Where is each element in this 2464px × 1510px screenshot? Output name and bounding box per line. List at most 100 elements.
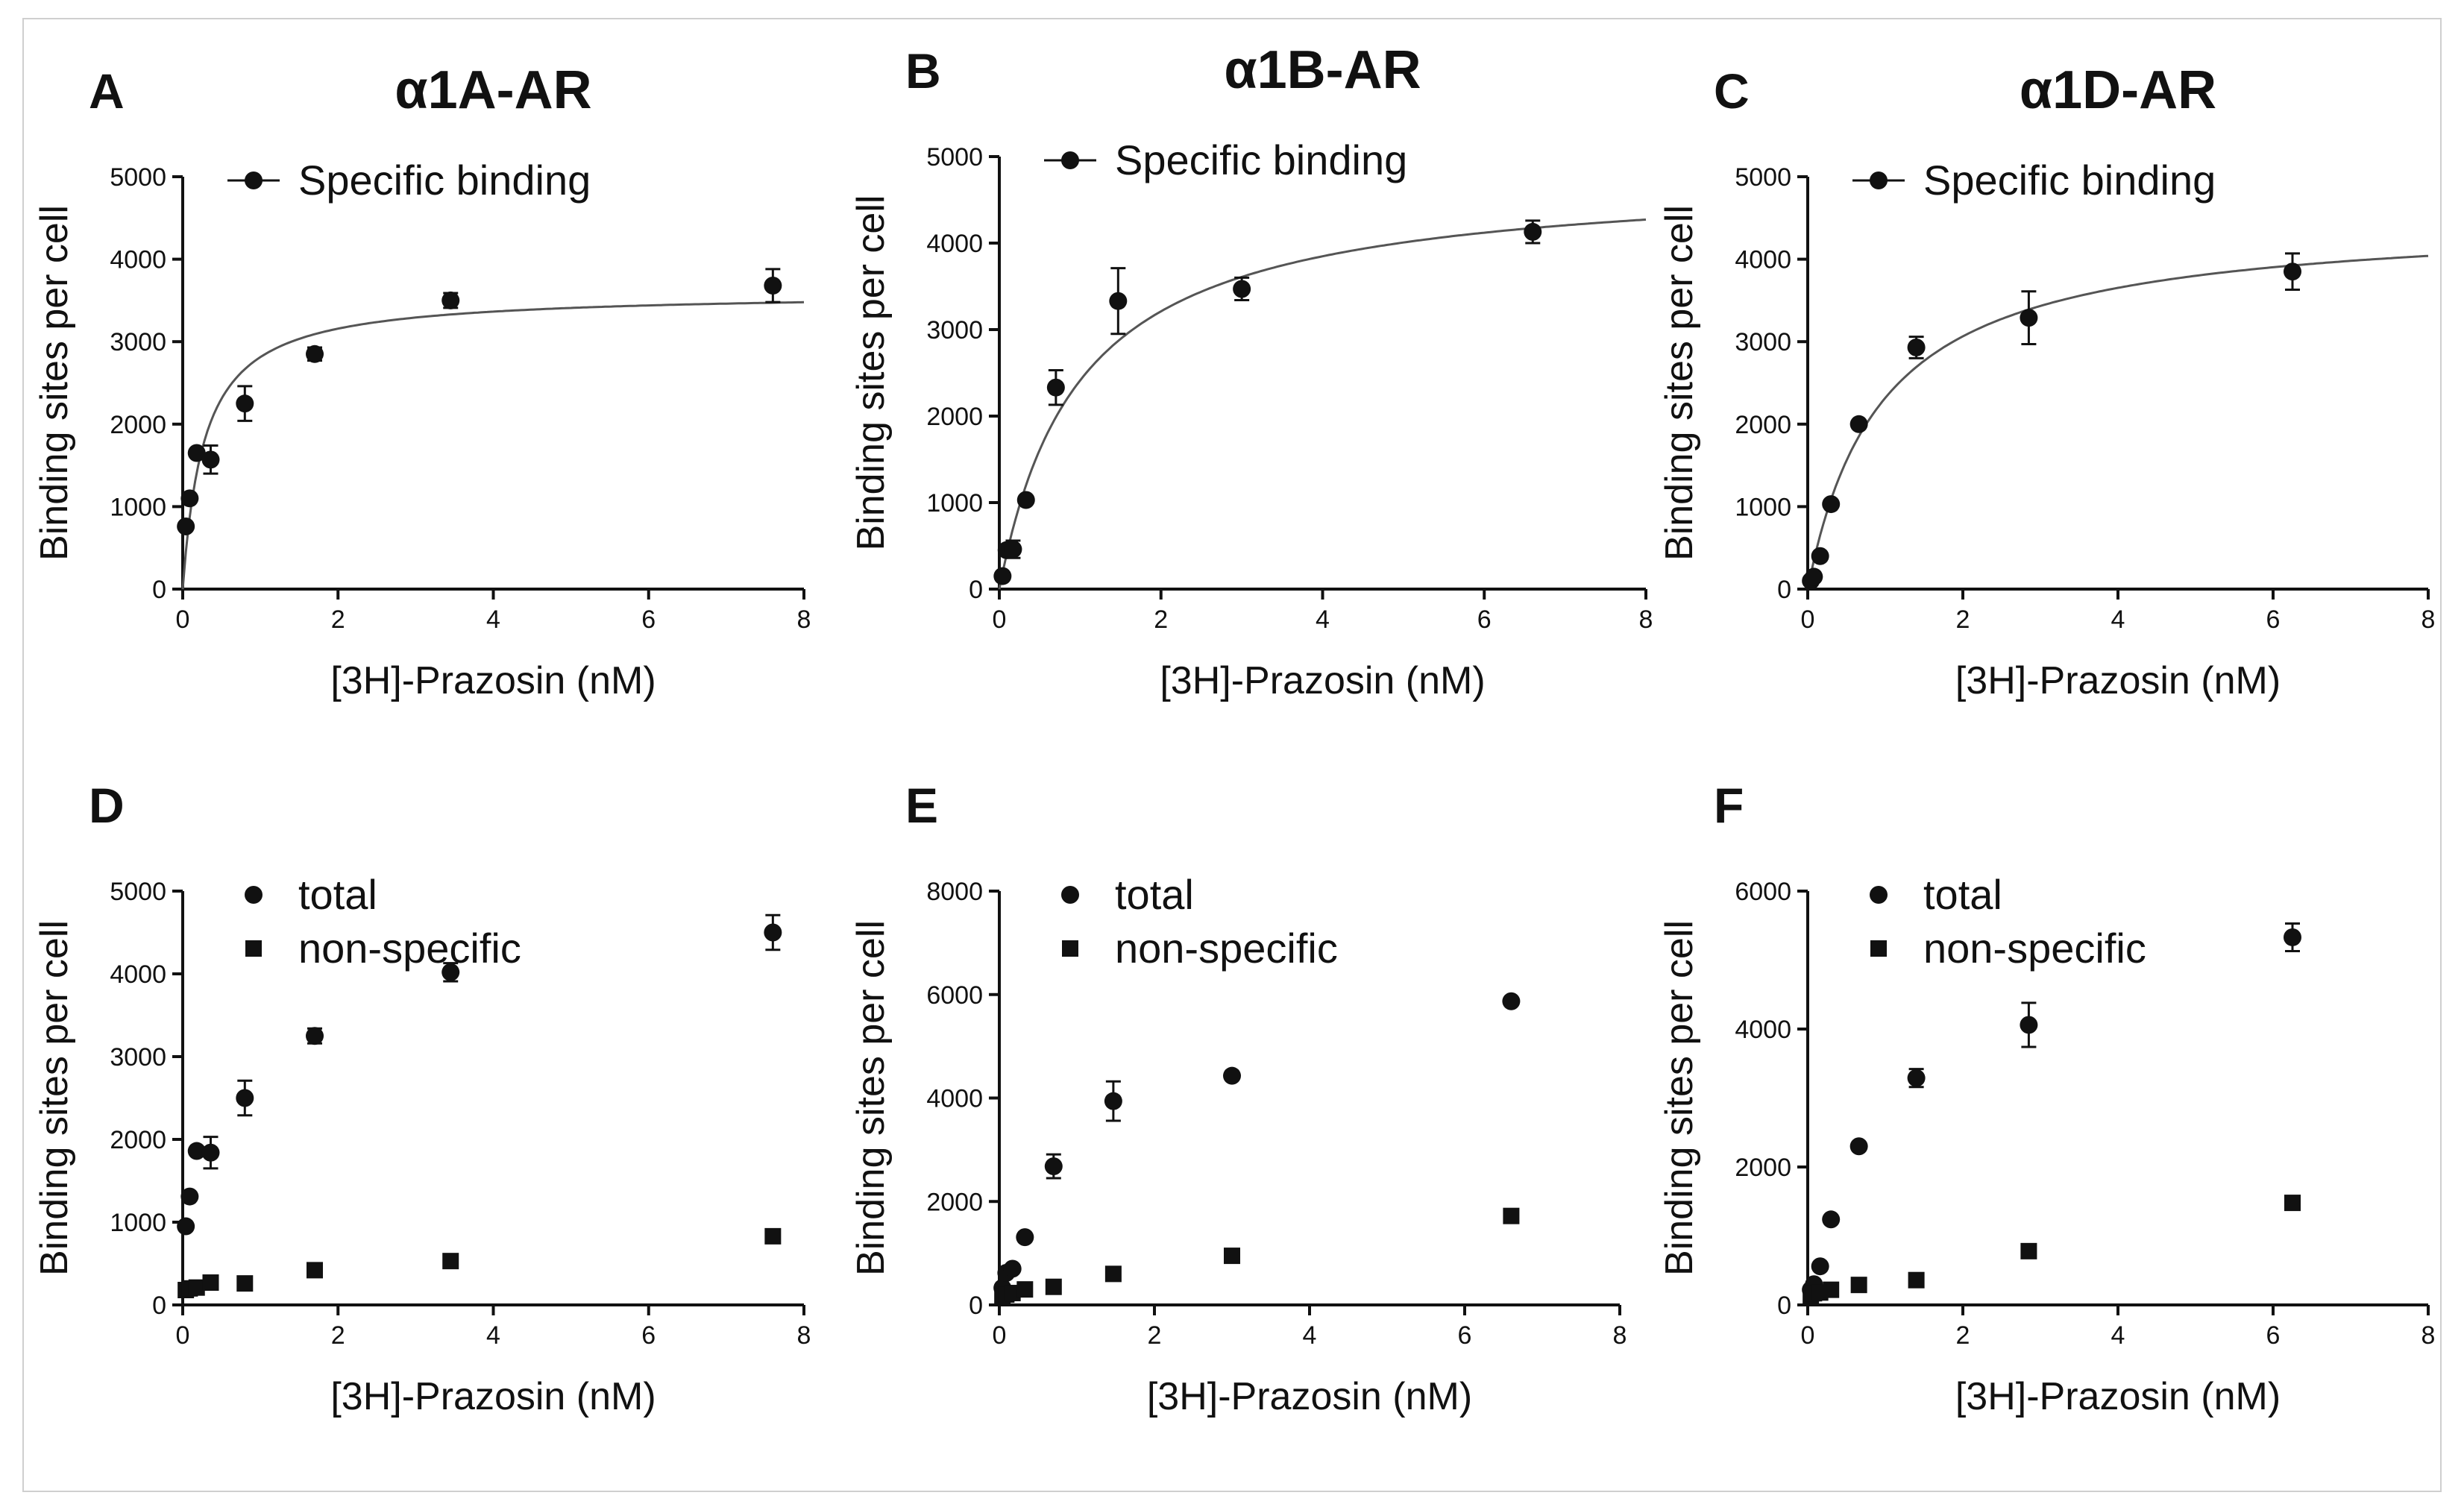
legend-marker [245, 940, 262, 957]
y-tick-label: 0 [1777, 576, 1791, 604]
x-tick-label: 8 [1639, 605, 1653, 634]
legend-entry: non-specific [1870, 925, 2146, 972]
data-point [1104, 1092, 1122, 1110]
panel-letter: F [1714, 778, 1744, 833]
data-point [1016, 1281, 1034, 1298]
y-tick-label: 2000 [926, 403, 983, 431]
data-point [2284, 928, 2301, 946]
data-point [177, 1217, 195, 1236]
legend-marker [245, 886, 263, 904]
x-tick-label: 6 [2266, 1321, 2281, 1350]
panel-letter: D [89, 778, 125, 833]
data-point [236, 1089, 254, 1107]
panel-title: α1B-AR [1224, 40, 1421, 100]
x-tick-label: 2 [1148, 1321, 1162, 1350]
y-axis-label: Binding sites per cell [33, 920, 76, 1276]
x-tick-label: 0 [176, 605, 190, 634]
data-point [441, 291, 460, 309]
data-point [201, 450, 220, 469]
legend-marker [1870, 940, 1887, 957]
data-point [1233, 280, 1251, 298]
y-tick-label: 2000 [110, 411, 166, 439]
x-axis-label: [3H]-Prazosin (nM) [330, 1375, 656, 1418]
data-point [1811, 547, 1829, 565]
series-specific-binding [993, 219, 1542, 585]
data-point [1823, 1281, 1840, 1298]
x-tick-label: 6 [641, 605, 656, 634]
data-point [1104, 1265, 1122, 1283]
series-total [177, 913, 782, 1236]
data-point [1907, 338, 1926, 356]
data-point [1850, 1277, 1867, 1294]
figure-frame [22, 18, 2442, 1492]
legend-marker [1061, 151, 1079, 169]
data-point [1849, 415, 1868, 433]
panel-d: D 0 1000 2000 3000 4000 5000 0 2 4 6 8 [3H]-Prazosin… [33, 778, 811, 1418]
data-point [180, 489, 199, 508]
legend-entry: Specific binding [227, 157, 591, 204]
legend-label: non-specific [1923, 925, 2146, 972]
data-point [201, 1143, 220, 1162]
data-point [188, 1279, 205, 1296]
y-tick-label: 1000 [1735, 493, 1791, 521]
data-point [1045, 1278, 1062, 1295]
y-tick-label: 1000 [110, 1209, 166, 1237]
data-point [1016, 491, 1035, 509]
x-tick-label: 8 [797, 605, 811, 634]
data-point [1811, 1257, 1829, 1276]
y-tick-label: 4000 [926, 1085, 983, 1113]
x-tick-label: 4 [1303, 1321, 1317, 1350]
data-point [2020, 1016, 2038, 1034]
x-axis-label: [3H]-Prazosin (nM) [1147, 1375, 1472, 1418]
legend-marker [1062, 940, 1078, 957]
legend-entry: total [245, 871, 377, 918]
panel-title: α1D-AR [2020, 60, 2216, 120]
x-tick-label: 2 [1956, 605, 1970, 634]
x-tick-label: 0 [1801, 605, 1815, 634]
legend-label: Specific binding [298, 157, 591, 204]
legend-label: total [1115, 871, 1194, 918]
y-axis-label: Binding sites per cell [849, 920, 893, 1276]
y-axis-label: Binding sites per cell [1658, 205, 1701, 561]
legend-label: total [1923, 871, 2002, 918]
y-tick-label: 4000 [110, 960, 166, 989]
y-tick-label: 5000 [110, 878, 166, 906]
x-tick-label: 6 [1458, 1321, 1472, 1350]
legend-marker [245, 172, 263, 189]
x-axis-label: [3H]-Prazosin (nM) [1955, 1375, 2281, 1418]
y-tick-label: 0 [152, 1292, 166, 1320]
data-point [2020, 309, 2038, 327]
data-point [187, 1142, 206, 1160]
data-point [2284, 262, 2301, 281]
series-specific-binding [177, 268, 782, 535]
data-point [180, 1187, 199, 1206]
x-tick-label: 4 [2111, 1321, 2125, 1350]
y-tick-label: 3000 [110, 328, 166, 356]
y-tick-label: 2000 [1735, 411, 1791, 439]
y-axis-label: Binding sites per cell [849, 195, 893, 551]
legend-label: non-specific [298, 925, 521, 972]
y-axis-label: Binding sites per cell [33, 205, 76, 561]
x-tick-label: 2 [1956, 1321, 1970, 1350]
y-axis-label: Binding sites per cell [1658, 920, 1701, 1276]
x-tick-label: 2 [331, 1321, 345, 1350]
data-point [307, 1262, 324, 1279]
data-point [1004, 540, 1022, 559]
y-tick-label: 1000 [926, 489, 983, 518]
x-tick-label: 8 [1613, 1321, 1627, 1350]
data-point [1016, 1228, 1034, 1247]
x-tick-label: 8 [2421, 605, 2436, 634]
x-tick-label: 2 [331, 605, 345, 634]
y-tick-label: 0 [1777, 1292, 1791, 1320]
legend-marker [1061, 886, 1079, 904]
data-point [1046, 378, 1065, 397]
data-point [1224, 1248, 1240, 1265]
data-point [202, 1274, 219, 1292]
y-tick-label: 5000 [1735, 163, 1791, 192]
panel-e: E 0 2000 4000 6000 8000 0 2 4 6 8 [3H]-Prazosin (nM… [849, 778, 1627, 1418]
panel-f: F 0 2000 4000 6000 0 2 4 6 8 [3H]-Prazosin (nM) Bin… [1658, 778, 2435, 1418]
legend-entry: Specific binding [1852, 157, 2216, 204]
y-tick-label: 1000 [110, 493, 166, 521]
